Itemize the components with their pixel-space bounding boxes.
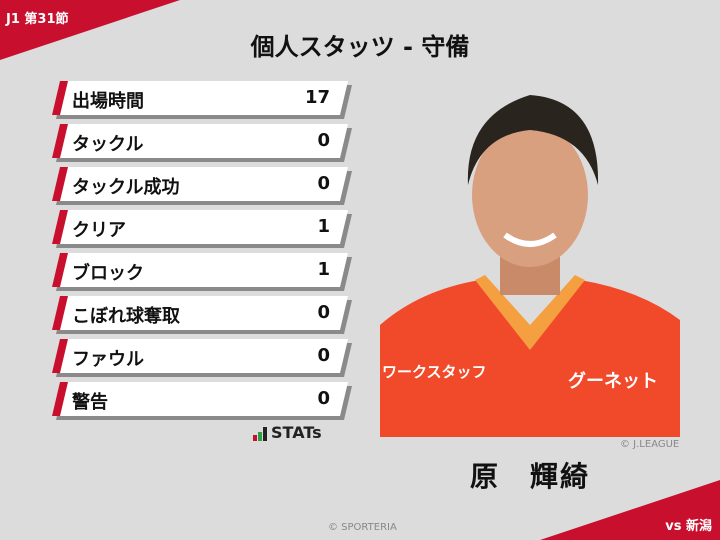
stat-value: 0 xyxy=(317,302,330,323)
stat-label: 出場時間 xyxy=(72,91,144,112)
stat-value: 17 xyxy=(304,87,330,108)
stat-value: 1 xyxy=(317,259,330,280)
player-photo: ワークスタッフ グーネット xyxy=(380,75,680,437)
stat-row: 出場時間 17 xyxy=(52,81,352,117)
copyright: © SPORTERIA xyxy=(328,522,397,533)
stats-logo: STATs xyxy=(253,425,322,441)
row-background xyxy=(52,81,348,115)
row-background xyxy=(52,210,348,244)
row-background xyxy=(52,296,348,330)
jersey-text: ワークスタッフ xyxy=(382,363,487,381)
stat-row: クリア 1 xyxy=(52,210,352,246)
opponent-banner xyxy=(540,480,720,540)
stat-value: 0 xyxy=(317,388,330,409)
stat-label: ファウル xyxy=(72,349,144,370)
round-label: J1 第31節 xyxy=(6,12,69,27)
row-background xyxy=(52,339,348,373)
stat-row: こぼれ球奪取 0 xyxy=(52,296,352,332)
row-background xyxy=(52,382,348,416)
stat-value: 0 xyxy=(317,130,330,151)
stat-row: タックル成功 0 xyxy=(52,167,352,203)
stat-row: ファウル 0 xyxy=(52,339,352,375)
row-background xyxy=(52,124,348,158)
stat-value: 1 xyxy=(317,216,330,237)
page-title: 個人スタッツ - 守備 xyxy=(250,33,470,61)
stat-row: タックル 0 xyxy=(52,124,352,160)
stat-value: 0 xyxy=(317,345,330,366)
stat-label: 警告 xyxy=(72,392,108,413)
stat-label: クリア xyxy=(72,220,126,241)
stat-row: ブロック 1 xyxy=(52,253,352,289)
row-background xyxy=(52,253,348,287)
round-banner xyxy=(0,0,180,60)
stat-label: こぼれ球奪取 xyxy=(72,306,180,327)
stat-value: 0 xyxy=(317,173,330,194)
stat-row: 警告 0 xyxy=(52,382,352,418)
row-background xyxy=(52,167,348,201)
opponent-label: vs 新潟 xyxy=(665,519,712,534)
stat-label: タックル成功 xyxy=(72,177,180,198)
stat-label: ブロック xyxy=(72,263,144,284)
stats-logo-text: STATs xyxy=(271,423,322,442)
jersey-sponsor: グーネット xyxy=(568,370,658,392)
stat-label: タックル xyxy=(72,134,144,155)
photo-credit: © J.LEAGUE xyxy=(620,439,680,450)
bar-chart-icon xyxy=(253,427,267,441)
